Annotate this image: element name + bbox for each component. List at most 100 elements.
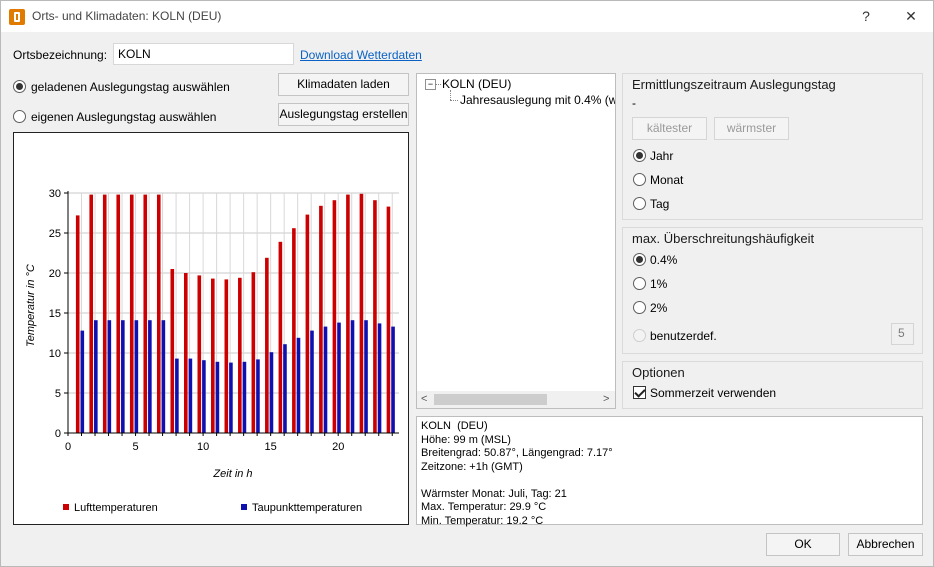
radio-own-day-label[interactable]: eigenen Auslegungstag auswählen <box>31 110 217 124</box>
bar-air-temp <box>359 193 364 433</box>
info-line: Zeitzone: +1h (GMT) <box>421 460 523 473</box>
close-icon[interactable]: ✕ <box>905 8 917 24</box>
dst-checkbox-label[interactable]: Sommerzeit verwenden <box>650 386 777 400</box>
create-design-day-button[interactable]: Auslegungstag erstellen <box>278 103 409 126</box>
location-info: KOLN (DEU) Höhe: 99 m (MSL) Breitengrad:… <box>416 416 923 527</box>
radio-own-day[interactable] <box>13 110 26 123</box>
radio-1-label[interactable]: 1% <box>650 277 668 291</box>
radio-loaded-day-label[interactable]: geladenen Auslegungstag auswählen <box>31 80 230 94</box>
ok-button[interactable]: OK <box>766 533 840 556</box>
tree-root-item[interactable]: KOLN (DEU) <box>442 77 512 91</box>
coldest-button[interactable]: kältester <box>632 117 707 140</box>
bar-dew-point <box>242 361 247 433</box>
design-day-tree[interactable]: − KOLN (DEU) Jahresauslegung mit 0.4% (w… <box>416 73 616 409</box>
y-tick-label: 20 <box>49 268 61 280</box>
bar-dew-point <box>80 330 85 433</box>
radio-month-label[interactable]: Monat <box>650 173 684 187</box>
radio-0-4-label[interactable]: 0.4% <box>650 253 678 267</box>
bar-dew-point <box>256 359 260 433</box>
legend-swatch-air <box>63 504 69 510</box>
scroll-right-icon[interactable]: > <box>603 393 610 405</box>
chart-svg: 0 5 10 15 20 25 30 0 5 10 15 20 Temperatur in °C Ze… <box>25 188 399 514</box>
y-axis-label: Temperatur in °C <box>25 264 37 347</box>
dst-checkbox[interactable] <box>633 386 646 399</box>
radio-month[interactable] <box>633 173 646 186</box>
location-label: Ortsbezeichnung: <box>13 48 108 62</box>
cancel-button[interactable]: Abbrechen <box>848 533 923 556</box>
bar-air-temp <box>170 269 175 433</box>
bar-dew-point <box>391 326 395 433</box>
radio-custom-label[interactable]: benutzerdef. <box>650 329 717 343</box>
y-tick-label: 0 <box>55 428 61 440</box>
bar-air-temp <box>346 194 350 433</box>
y-tick-label: 10 <box>49 348 61 360</box>
info-line: Breitengrad: 50.87°, Längengrad: 7.17° <box>421 447 613 459</box>
bar-air-temp <box>305 214 310 433</box>
y-tick-label: 5 <box>55 388 61 400</box>
radio-0-4[interactable] <box>633 253 646 266</box>
radio-1[interactable] <box>633 277 646 290</box>
radio-year-label[interactable]: Jahr <box>650 149 674 163</box>
radio-loaded-day[interactable] <box>13 80 26 93</box>
info-line: Höhe: 99 m (MSL) <box>421 433 511 446</box>
tree-child-item[interactable]: Jahresauslegung mit 0.4% (wär <box>460 93 616 107</box>
bar-air-temp <box>292 228 296 433</box>
bar-dew-point <box>364 320 368 433</box>
bar-dew-point <box>148 320 152 433</box>
tree-connector <box>435 84 441 85</box>
bar-air-temp <box>102 194 107 433</box>
y-tick-label: 30 <box>49 188 61 200</box>
radio-2[interactable] <box>633 301 646 314</box>
info-line: Min. Temperatur: 19.2 °C <box>421 514 544 527</box>
bar-dew-point <box>161 320 166 433</box>
bar-air-temp <box>116 194 121 433</box>
scroll-left-icon[interactable]: < <box>421 393 428 405</box>
bar-air-temp <box>373 200 377 433</box>
bar-air-temp <box>197 275 202 433</box>
x-tick-label: 5 <box>132 441 138 453</box>
bar-air-temp <box>75 215 80 433</box>
title-bar: Orts- und Klimadaten: KOLN (DEU) ? ✕ <box>1 1 933 32</box>
period-group: Ermittlungszeitraum Auslegungstag - kält… <box>622 73 923 220</box>
bar-air-temp <box>183 273 188 433</box>
location-input[interactable]: KOLN <box>113 43 294 65</box>
exceedance-group: max. Überschreitungshäufigkeit 0.4% 1% 2… <box>622 227 923 354</box>
bar-dew-point <box>269 352 274 433</box>
legend-label-dew: Taupunkttemperaturen <box>252 502 362 514</box>
bar-air-temp <box>332 200 337 433</box>
bar-dew-point <box>215 361 220 433</box>
info-line: Max. Temperatur: 29.9 °C <box>421 501 547 513</box>
bar-dew-point <box>188 358 193 433</box>
radio-custom[interactable] <box>633 329 646 342</box>
y-tick-label: 15 <box>49 308 61 320</box>
info-line <box>421 474 918 488</box>
tree-hscrollbar[interactable]: < > <box>417 391 615 408</box>
bar-dew-point <box>229 362 233 433</box>
bar-dew-point <box>350 320 355 433</box>
scroll-thumb[interactable] <box>434 394 547 405</box>
bar-air-temp <box>319 205 323 433</box>
app-icon <box>9 9 25 25</box>
bar-dew-point <box>377 323 382 433</box>
radio-year[interactable] <box>633 149 646 162</box>
bar-dew-point <box>296 337 301 433</box>
bar-dew-point <box>283 344 287 433</box>
radio-day[interactable] <box>633 197 646 210</box>
options-group-title: Optionen <box>632 365 685 380</box>
temperature-chart: 0 5 10 15 20 25 30 0 5 10 15 20 Temperatur in °C Ze… <box>13 132 409 525</box>
bar-air-temp <box>129 194 134 433</box>
load-climate-button[interactable]: Klimadaten laden <box>278 73 409 96</box>
warmest-button[interactable]: wärmster <box>714 117 789 140</box>
radio-day-label[interactable]: Tag <box>650 197 670 211</box>
radio-2-label[interactable]: 2% <box>650 301 668 315</box>
x-tick-label: 20 <box>332 441 344 453</box>
custom-value-field[interactable]: 5 <box>891 323 914 345</box>
info-line: Wärmster Monat: Juli, Tag: 21 <box>421 487 567 500</box>
x-tick-label: 10 <box>197 441 209 453</box>
bar-dew-point <box>134 320 139 433</box>
help-button[interactable]: ? <box>862 8 870 24</box>
bar-air-temp <box>386 206 391 433</box>
tree-connector-child <box>450 90 451 100</box>
download-weather-link[interactable]: Download Wetterdaten <box>300 48 422 62</box>
